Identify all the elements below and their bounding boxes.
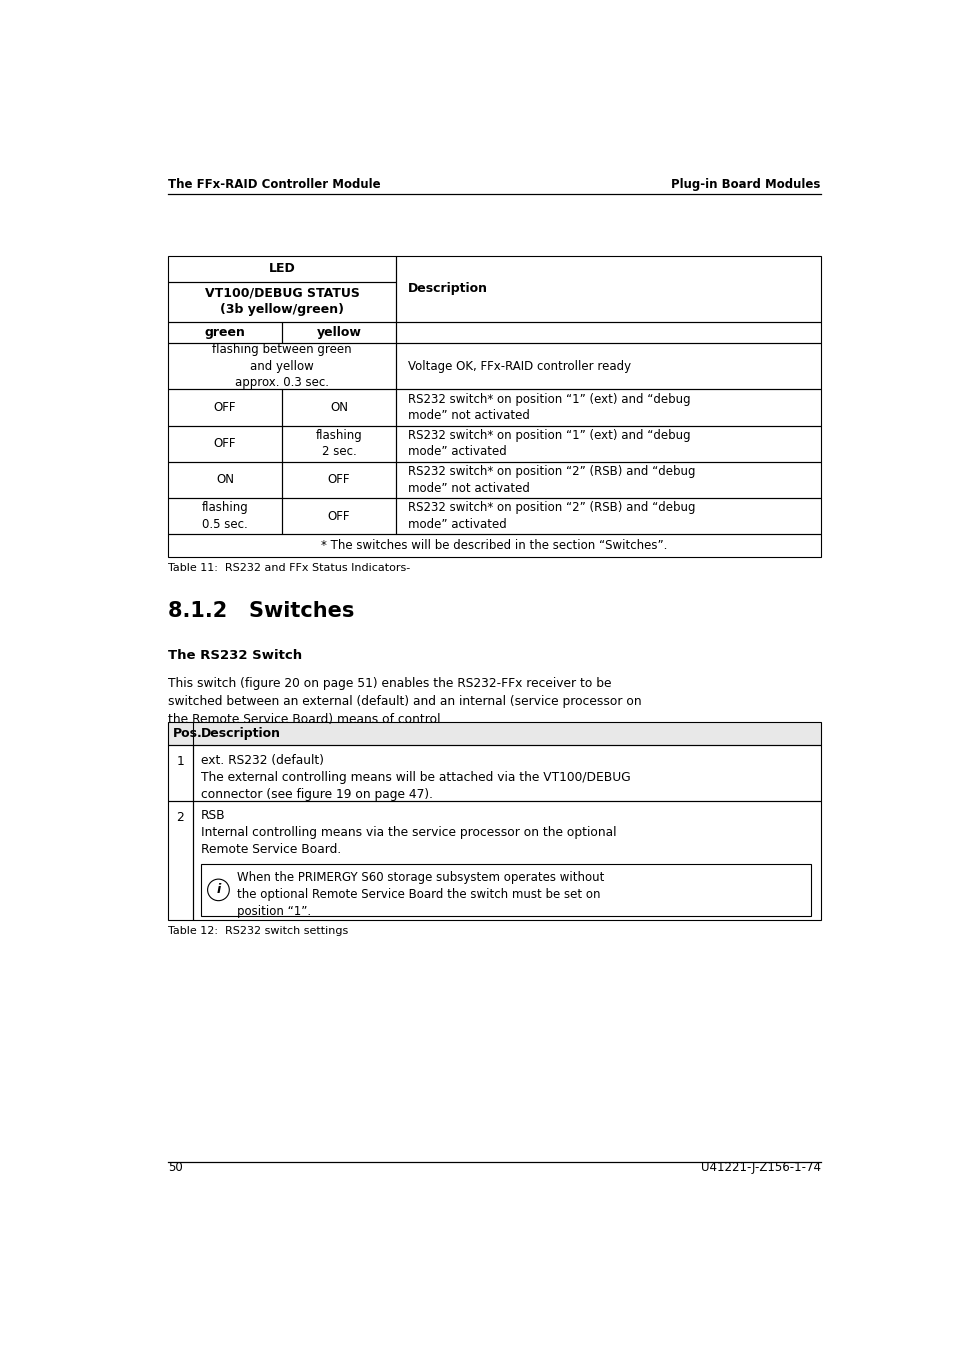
Bar xyxy=(395,256,820,322)
Bar xyxy=(168,426,282,462)
Text: RS232 switch* on position “2” (RSB) and “debug
mode” not activated: RS232 switch* on position “2” (RSB) and … xyxy=(407,465,695,495)
Text: OFF: OFF xyxy=(328,473,350,487)
Bar xyxy=(168,462,282,498)
Bar xyxy=(168,745,193,800)
Text: Voltage OK, FFx-RAID controller ready: Voltage OK, FFx-RAID controller ready xyxy=(407,360,630,373)
Bar xyxy=(282,426,395,462)
Text: flashing
2 sec.: flashing 2 sec. xyxy=(315,429,362,458)
Bar xyxy=(395,389,820,426)
Bar xyxy=(282,389,395,426)
Text: The RS232 Switch: The RS232 Switch xyxy=(168,649,302,662)
Text: RS232 switch* on position “1” (ext) and “debug
mode” activated: RS232 switch* on position “1” (ext) and … xyxy=(407,429,689,458)
Bar xyxy=(168,281,395,322)
Text: Internal controlling means via the service processor on the optional
Remote Serv: Internal controlling means via the servi… xyxy=(200,826,616,856)
Text: 8.1.2   Switches: 8.1.2 Switches xyxy=(168,602,355,621)
Text: 1: 1 xyxy=(176,756,184,768)
Text: Table 11:  RS232 and FFx Status Indicators-: Table 11: RS232 and FFx Status Indicator… xyxy=(168,562,410,573)
Text: ext. RS232 (default): ext. RS232 (default) xyxy=(200,753,323,767)
Text: Description: Description xyxy=(407,283,487,295)
Bar xyxy=(168,534,820,557)
Text: VT100/DEBUG STATUS
(3b yellow/green): VT100/DEBUG STATUS (3b yellow/green) xyxy=(204,287,359,316)
Text: LED: LED xyxy=(269,262,295,276)
Text: RSB: RSB xyxy=(200,808,225,822)
Bar xyxy=(193,745,820,800)
Text: The FFx-RAID Controller Module: The FFx-RAID Controller Module xyxy=(168,177,380,191)
Bar xyxy=(168,389,282,426)
Text: Pos.: Pos. xyxy=(172,727,202,740)
Bar xyxy=(282,322,395,343)
Text: Table 12:  RS232 switch settings: Table 12: RS232 switch settings xyxy=(168,926,348,936)
Text: RS232 switch* on position “2” (RSB) and “debug
mode” activated: RS232 switch* on position “2” (RSB) and … xyxy=(407,502,695,531)
Bar xyxy=(168,800,193,919)
Bar xyxy=(395,462,820,498)
Bar xyxy=(200,864,810,917)
Bar xyxy=(168,343,395,389)
Text: The external controlling means will be attached via the VT100/DEBUG
connector (s: The external controlling means will be a… xyxy=(200,771,630,800)
Bar xyxy=(395,322,820,343)
Text: When the PRIMERGY S60 storage subsystem operates without
the optional Remote Ser: When the PRIMERGY S60 storage subsystem … xyxy=(236,872,604,918)
Text: yellow: yellow xyxy=(316,326,361,339)
Bar xyxy=(168,256,395,281)
Text: green: green xyxy=(204,326,245,339)
Bar xyxy=(193,800,820,919)
Text: flashing between green
and yellow
approx. 0.3 sec.: flashing between green and yellow approx… xyxy=(212,343,352,389)
Text: RS232 switch* on position “1” (ext) and “debug
mode” not activated: RS232 switch* on position “1” (ext) and … xyxy=(407,392,689,422)
Text: Description: Description xyxy=(200,727,280,740)
Text: OFF: OFF xyxy=(213,402,236,414)
Text: * The switches will be described in the section “Switches”.: * The switches will be described in the … xyxy=(321,539,667,552)
Text: 50: 50 xyxy=(168,1161,183,1174)
Bar xyxy=(395,343,820,389)
Text: flashing
0.5 sec.: flashing 0.5 sec. xyxy=(201,502,248,531)
Text: ON: ON xyxy=(330,402,348,414)
Text: U41221-J-Z156-1-74: U41221-J-Z156-1-74 xyxy=(700,1161,820,1174)
Text: OFF: OFF xyxy=(328,510,350,523)
Bar xyxy=(395,426,820,462)
Text: Plug-in Board Modules: Plug-in Board Modules xyxy=(671,177,820,191)
Text: This switch (figure 20 on page 51) enables the RS232-FFx receiver to be
switched: This switch (figure 20 on page 51) enabl… xyxy=(168,677,641,726)
Text: i: i xyxy=(216,883,220,896)
Text: OFF: OFF xyxy=(213,437,236,450)
Text: 2: 2 xyxy=(176,811,184,823)
Bar xyxy=(168,322,282,343)
Bar xyxy=(282,498,395,534)
Bar xyxy=(395,498,820,534)
Text: ON: ON xyxy=(215,473,233,487)
Bar xyxy=(168,722,820,745)
Bar xyxy=(282,462,395,498)
Bar xyxy=(168,498,282,534)
